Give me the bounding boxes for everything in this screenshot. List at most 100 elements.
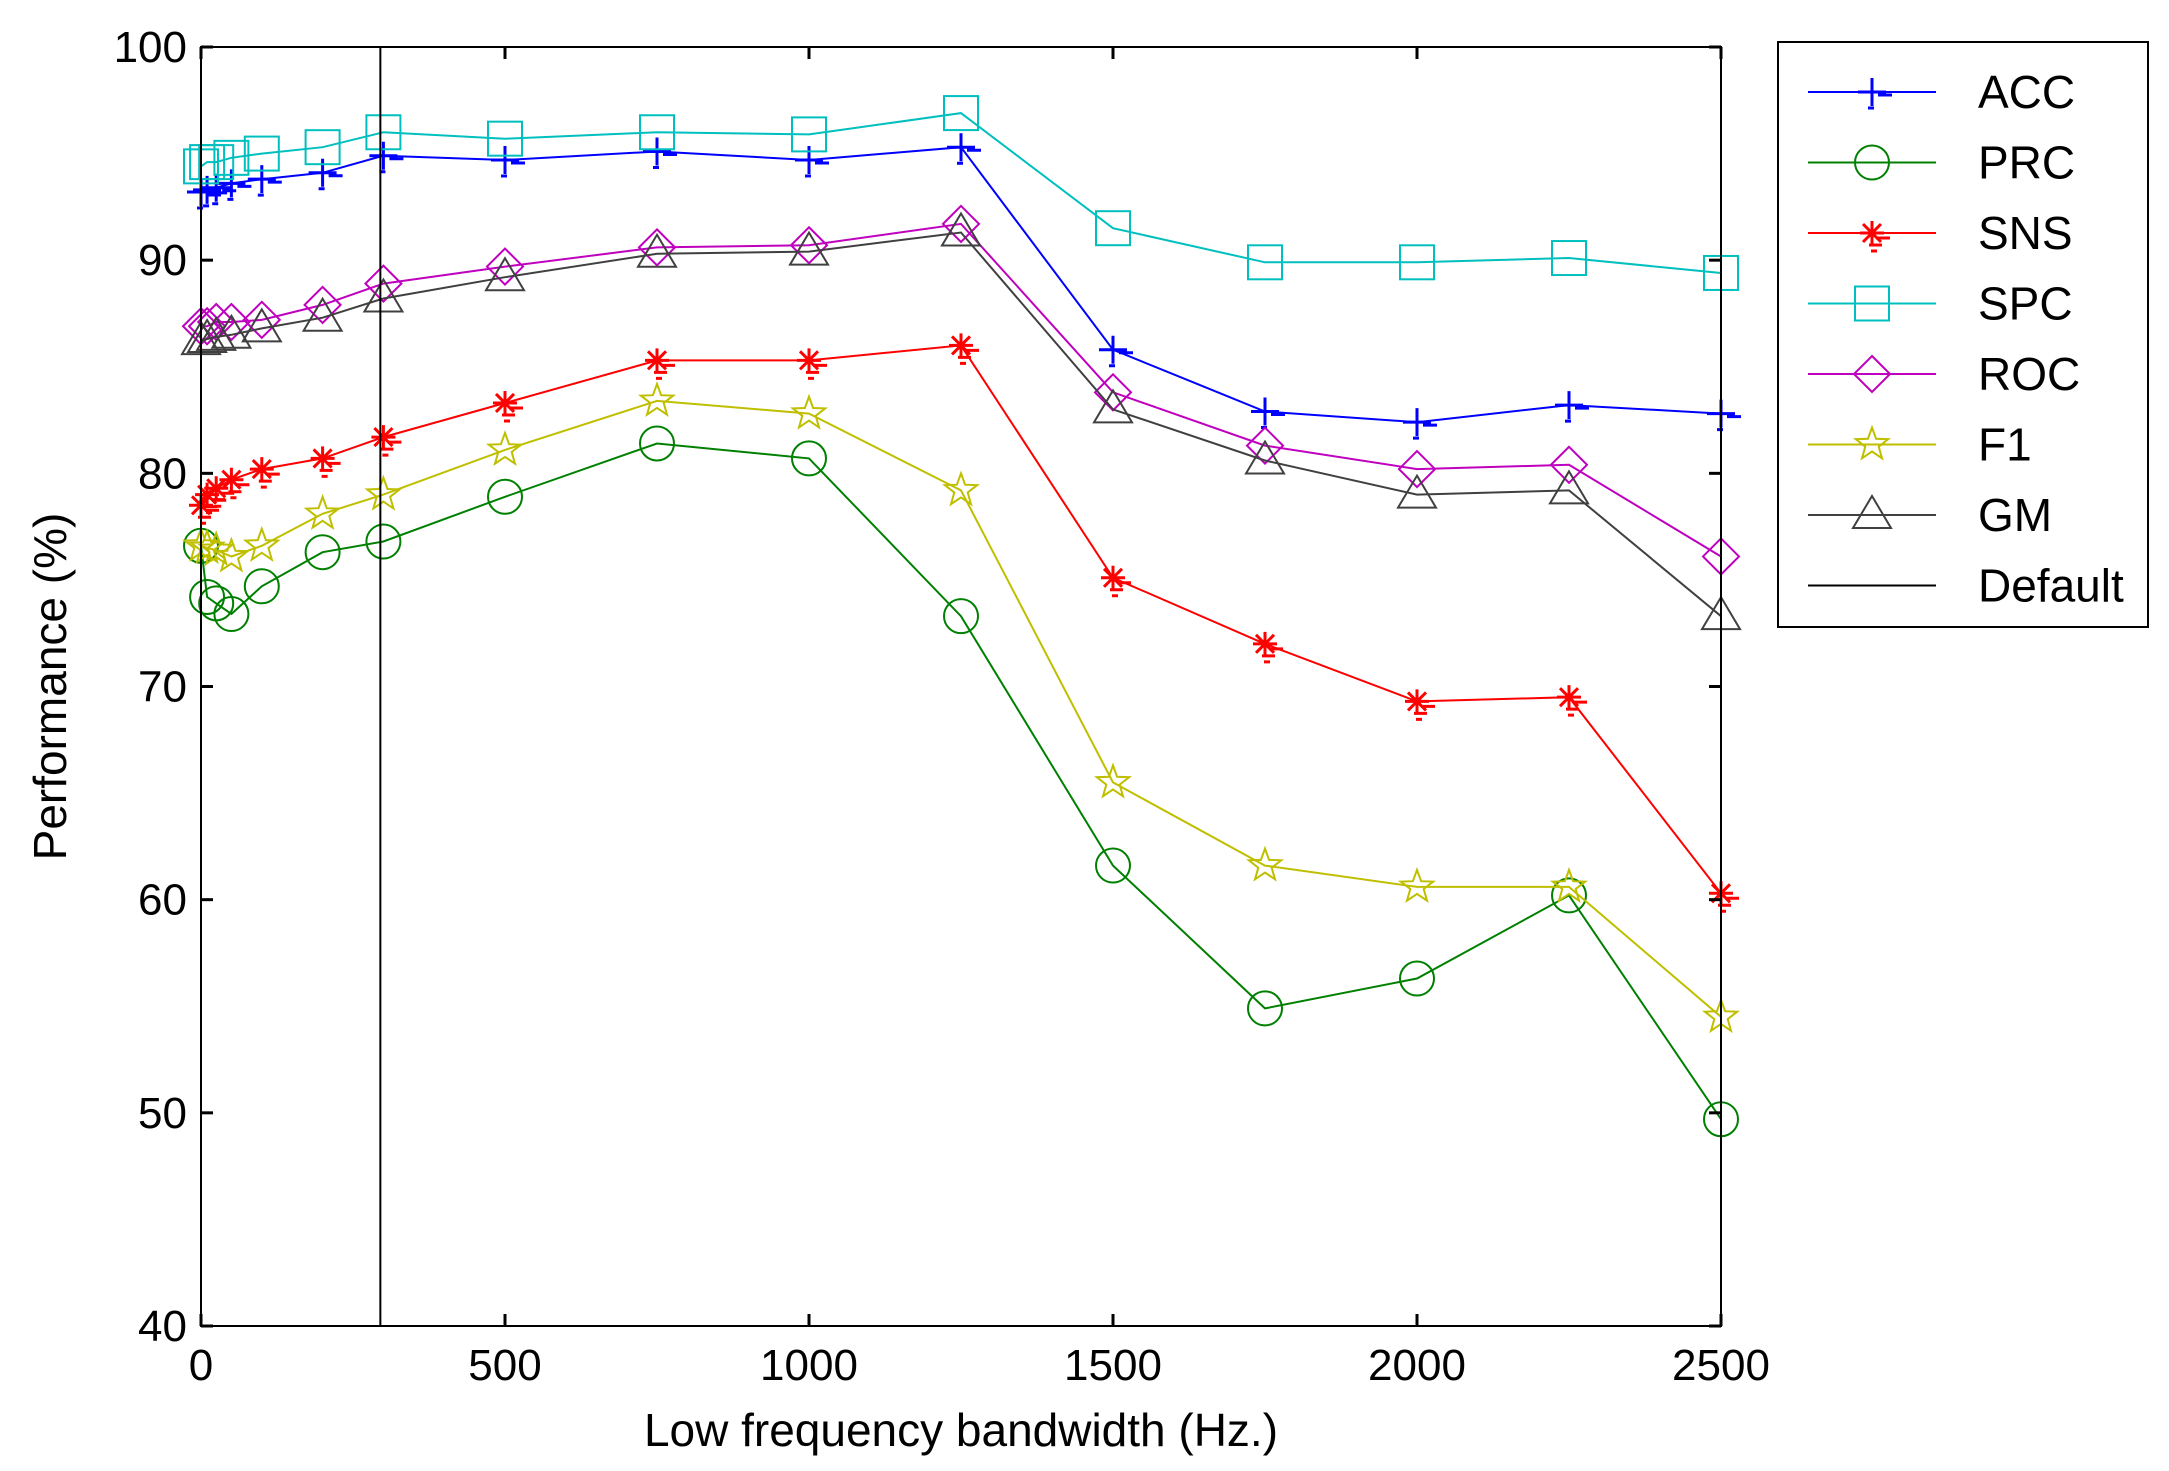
y-tick-label: 90	[138, 236, 187, 285]
x-tick-label: 2500	[1672, 1341, 1770, 1390]
data-point-sns	[797, 348, 827, 380]
data-point-sns	[1860, 221, 1890, 253]
data-point-roc	[242, 300, 282, 340]
data-point-acc	[1555, 391, 1589, 423]
data-point-acc	[202, 173, 237, 206]
legend-label: ROC	[1978, 348, 2080, 400]
y-tick-label: 50	[138, 1089, 187, 1138]
data-point-prc	[487, 478, 523, 515]
data-point-f1	[790, 393, 828, 430]
legend-label: GM	[1978, 489, 2052, 541]
data-point-sns	[1253, 631, 1283, 664]
legend-entry-roc: ROC	[1808, 348, 2080, 400]
legend-label: Default	[1978, 560, 2124, 612]
axes: 0 500 1000 1500 2000 2500 40 50 60 70 80 90 100	[114, 23, 1770, 1390]
data-point-roc	[941, 204, 981, 244]
legend-entry-spc: SPC	[1808, 278, 2073, 330]
series-line-acc	[200, 146, 1722, 424]
data-point-sns	[1405, 689, 1435, 721]
data-point-sns	[949, 333, 979, 365]
data-point-gm	[210, 313, 253, 349]
legend-entry-default: Default	[1808, 560, 2124, 612]
data-point-sns	[645, 348, 675, 380]
data-point-spc	[1551, 240, 1587, 277]
data-point-f1	[1853, 424, 1891, 461]
legend-entry-gm: GM	[1808, 489, 2052, 541]
data-point-spc	[243, 135, 280, 172]
data-point-f1	[303, 493, 342, 530]
data-point-prc	[1399, 960, 1435, 997]
data-point-prc	[243, 568, 280, 605]
data-point-roc	[485, 247, 525, 286]
data-point-f1	[486, 429, 524, 466]
data-point-sns	[1557, 685, 1587, 717]
data-point-f1	[1398, 866, 1436, 903]
plot-area	[180, 47, 1742, 1326]
data-point-prc	[304, 534, 341, 571]
series-line-prc	[200, 442, 1722, 1120]
x-axis-label: Low frequency bandwidth (Hz.)	[644, 1404, 1278, 1456]
data-point-acc	[1403, 408, 1437, 440]
data-point-acc	[795, 145, 829, 178]
data-point-prc	[1247, 990, 1283, 1027]
data-point-acc	[1251, 397, 1285, 430]
data-point-prc	[791, 440, 827, 477]
y-tick-label: 80	[138, 449, 187, 498]
data-point-spc	[213, 139, 250, 176]
data-point-prc	[213, 596, 250, 633]
data-point-gm	[1851, 494, 1893, 529]
data-point-roc	[789, 225, 829, 265]
data-point-roc	[1245, 426, 1285, 466]
data-point-prc	[639, 425, 675, 462]
legend-entry-prc: PRC	[1808, 137, 2075, 189]
data-point-gm	[241, 307, 283, 343]
data-point-gm	[301, 296, 344, 332]
data-point-spc	[1095, 210, 1131, 247]
data-point-acc	[947, 133, 981, 165]
data-point-gm	[1396, 473, 1438, 509]
data-point-sns	[1101, 565, 1131, 598]
legend-box	[1777, 41, 2149, 628]
data-point-sns	[249, 457, 280, 489]
data-point-acc	[217, 169, 252, 201]
data-point-spc	[791, 116, 827, 153]
data-point-prc	[1551, 877, 1587, 914]
data-point-sns	[310, 446, 341, 478]
data-point-f1	[1094, 762, 1132, 799]
x-tick-label: 0	[189, 1341, 213, 1390]
legend-entry-sns: SNS	[1808, 207, 2073, 259]
data-point-roc	[363, 264, 403, 304]
data-point-f1	[1550, 866, 1588, 903]
legend-label: F1	[1978, 419, 2032, 471]
data-point-gm	[484, 256, 526, 292]
data-point-spc	[198, 144, 235, 181]
data-point-f1	[1246, 845, 1284, 882]
series-gm	[180, 211, 1742, 631]
data-point-roc	[211, 302, 251, 342]
series-f1	[182, 380, 1740, 1034]
data-point-gm	[1244, 439, 1286, 475]
data-point-prc	[943, 598, 979, 635]
data-point-acc	[643, 137, 677, 169]
data-point-acc	[193, 175, 228, 208]
data-point-gm	[186, 318, 228, 354]
data-point-acc	[308, 158, 343, 191]
data-point-spc	[487, 120, 523, 157]
data-point-roc	[1549, 445, 1589, 485]
series-line-roc	[201, 222, 1722, 558]
data-point-spc	[1399, 244, 1435, 281]
series-spc	[183, 95, 1739, 291]
series-line-gm	[200, 231, 1722, 617]
data-point-prc	[1095, 847, 1131, 884]
x-tick-label: 500	[468, 1341, 541, 1390]
data-point-gm	[1092, 388, 1134, 424]
legend-label: PRC	[1978, 137, 2075, 189]
y-tick-label: 40	[138, 1302, 187, 1351]
data-point-f1	[242, 525, 281, 562]
legend-label: SNS	[1978, 207, 2073, 259]
data-point-prc	[189, 578, 226, 615]
data-point-gm	[362, 277, 405, 313]
y-axis-label: Performance (%)	[24, 513, 76, 861]
data-point-sns	[219, 467, 250, 500]
data-point-acc	[1099, 335, 1133, 368]
